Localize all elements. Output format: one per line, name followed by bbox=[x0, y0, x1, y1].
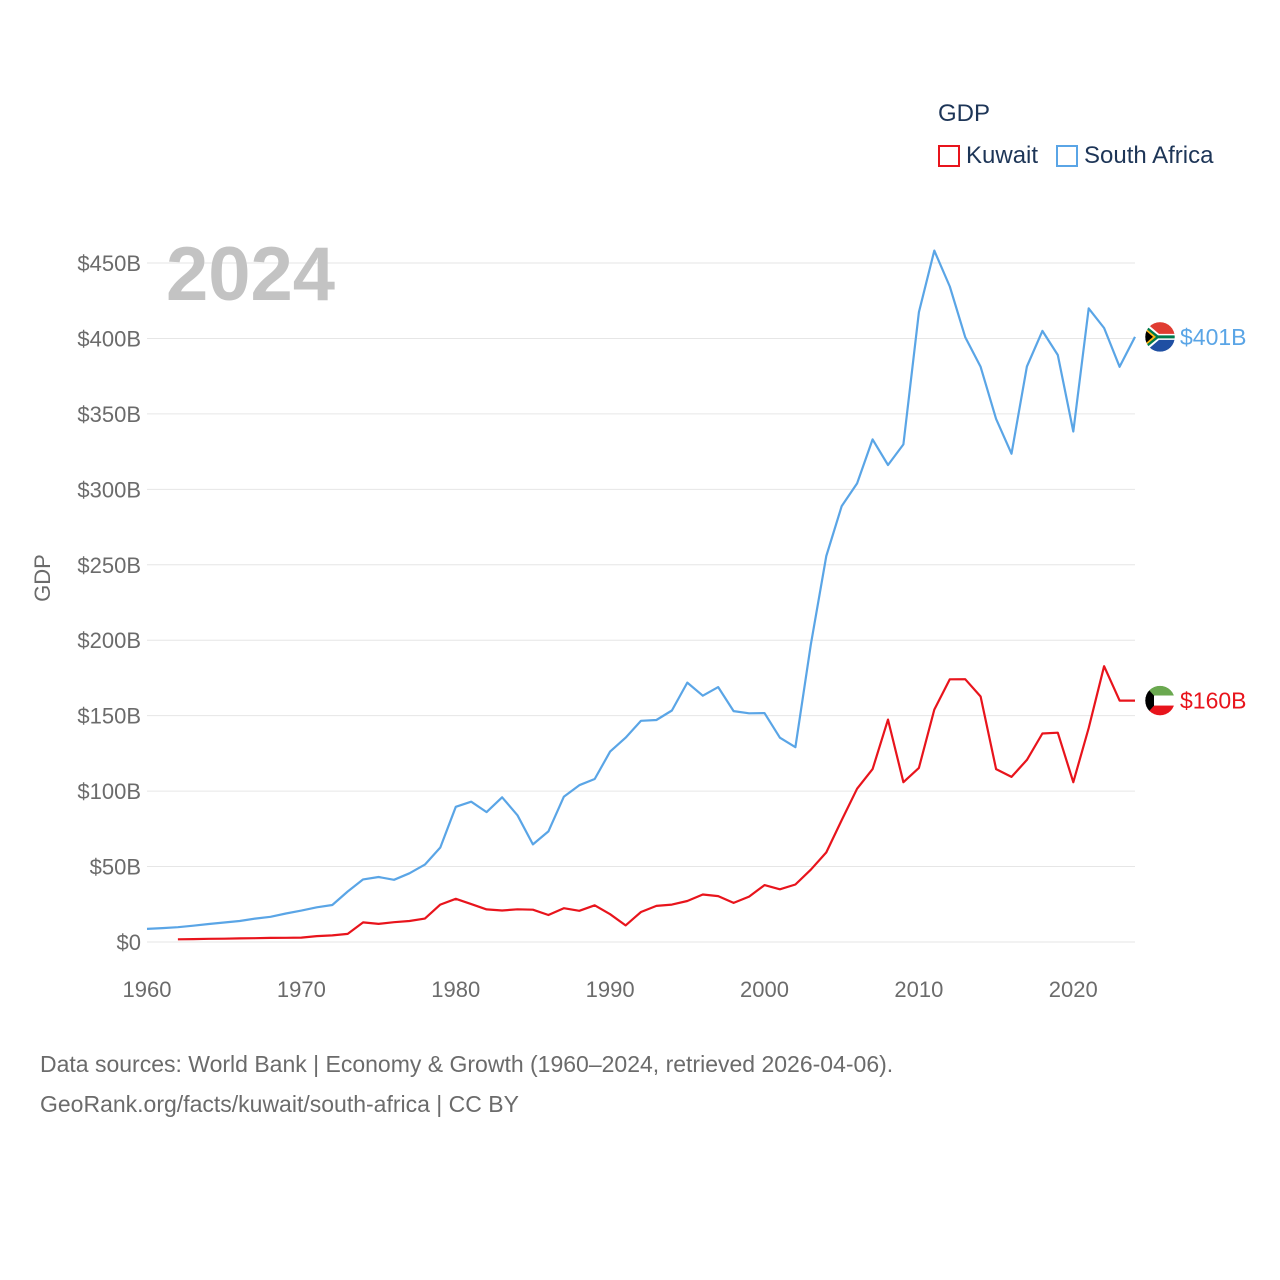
y-tick-label: $350B bbox=[77, 402, 141, 427]
legend-item-south-africa[interactable]: South Africa bbox=[1056, 142, 1213, 170]
kuwait-flag-icon bbox=[1144, 685, 1176, 716]
end-label-south-africa: $401B bbox=[1180, 324, 1247, 350]
y-tick-label: $250B bbox=[77, 553, 141, 578]
y-tick-label: $150B bbox=[77, 704, 141, 729]
x-tick-label: 1960 bbox=[123, 977, 172, 1002]
grid-lines bbox=[147, 262, 1135, 943]
series-end-labels: $401B $160B bbox=[1144, 321, 1247, 716]
x-tick-label: 2000 bbox=[740, 977, 789, 1002]
year-label: 2024 bbox=[166, 232, 335, 317]
y-tick-label: $50B bbox=[90, 855, 141, 880]
end-label-kuwait: $160B bbox=[1180, 688, 1247, 714]
legend-swatch-south-africa bbox=[1056, 145, 1079, 167]
y-tick-label: $300B bbox=[77, 477, 141, 502]
y-tick-label: $200B bbox=[77, 628, 141, 653]
data-source-note: Data sources: World Bank | Economy & Gro… bbox=[40, 1044, 893, 1124]
x-tick-label: 1970 bbox=[277, 977, 326, 1002]
y-tick-label: $100B bbox=[77, 779, 141, 804]
x-tick-label: 2020 bbox=[1049, 977, 1098, 1002]
legend-label-kuwait: Kuwait bbox=[966, 142, 1039, 169]
y-tick-label: $450B bbox=[77, 251, 141, 276]
x-tick-label: 1980 bbox=[431, 977, 480, 1002]
y-axis-label: GDP bbox=[30, 554, 55, 602]
y-tick-label: $400B bbox=[77, 326, 141, 351]
legend-item-kuwait[interactable]: Kuwait bbox=[938, 142, 1038, 170]
x-tick-label: 2010 bbox=[894, 977, 943, 1002]
legend-title: GDP bbox=[938, 100, 991, 127]
y-axis-ticks: $0 $50B $100B $150B $200B $250B $300B $350B $400… bbox=[77, 251, 141, 955]
legend-swatch-kuwait bbox=[938, 145, 960, 167]
legend: Kuwait South Africa bbox=[938, 142, 1231, 170]
x-tick-label: 1990 bbox=[586, 977, 635, 1002]
source-line-2: GeoRank.org/facts/kuwait/south-africa | … bbox=[40, 1091, 519, 1117]
x-axis-ticks: 1960 1970 1980 1990 2000 2010 2020 bbox=[123, 977, 1098, 1002]
south-africa-flag-icon bbox=[1144, 321, 1176, 353]
source-line-1: Data sources: World Bank | Economy & Gro… bbox=[40, 1051, 894, 1077]
series-line-south-africa bbox=[146, 249, 1136, 930]
series-lines bbox=[146, 249, 1136, 941]
series-line-kuwait bbox=[177, 665, 1135, 941]
y-tick-label: $0 bbox=[117, 930, 141, 955]
legend-label-south-africa: South Africa bbox=[1084, 142, 1214, 169]
